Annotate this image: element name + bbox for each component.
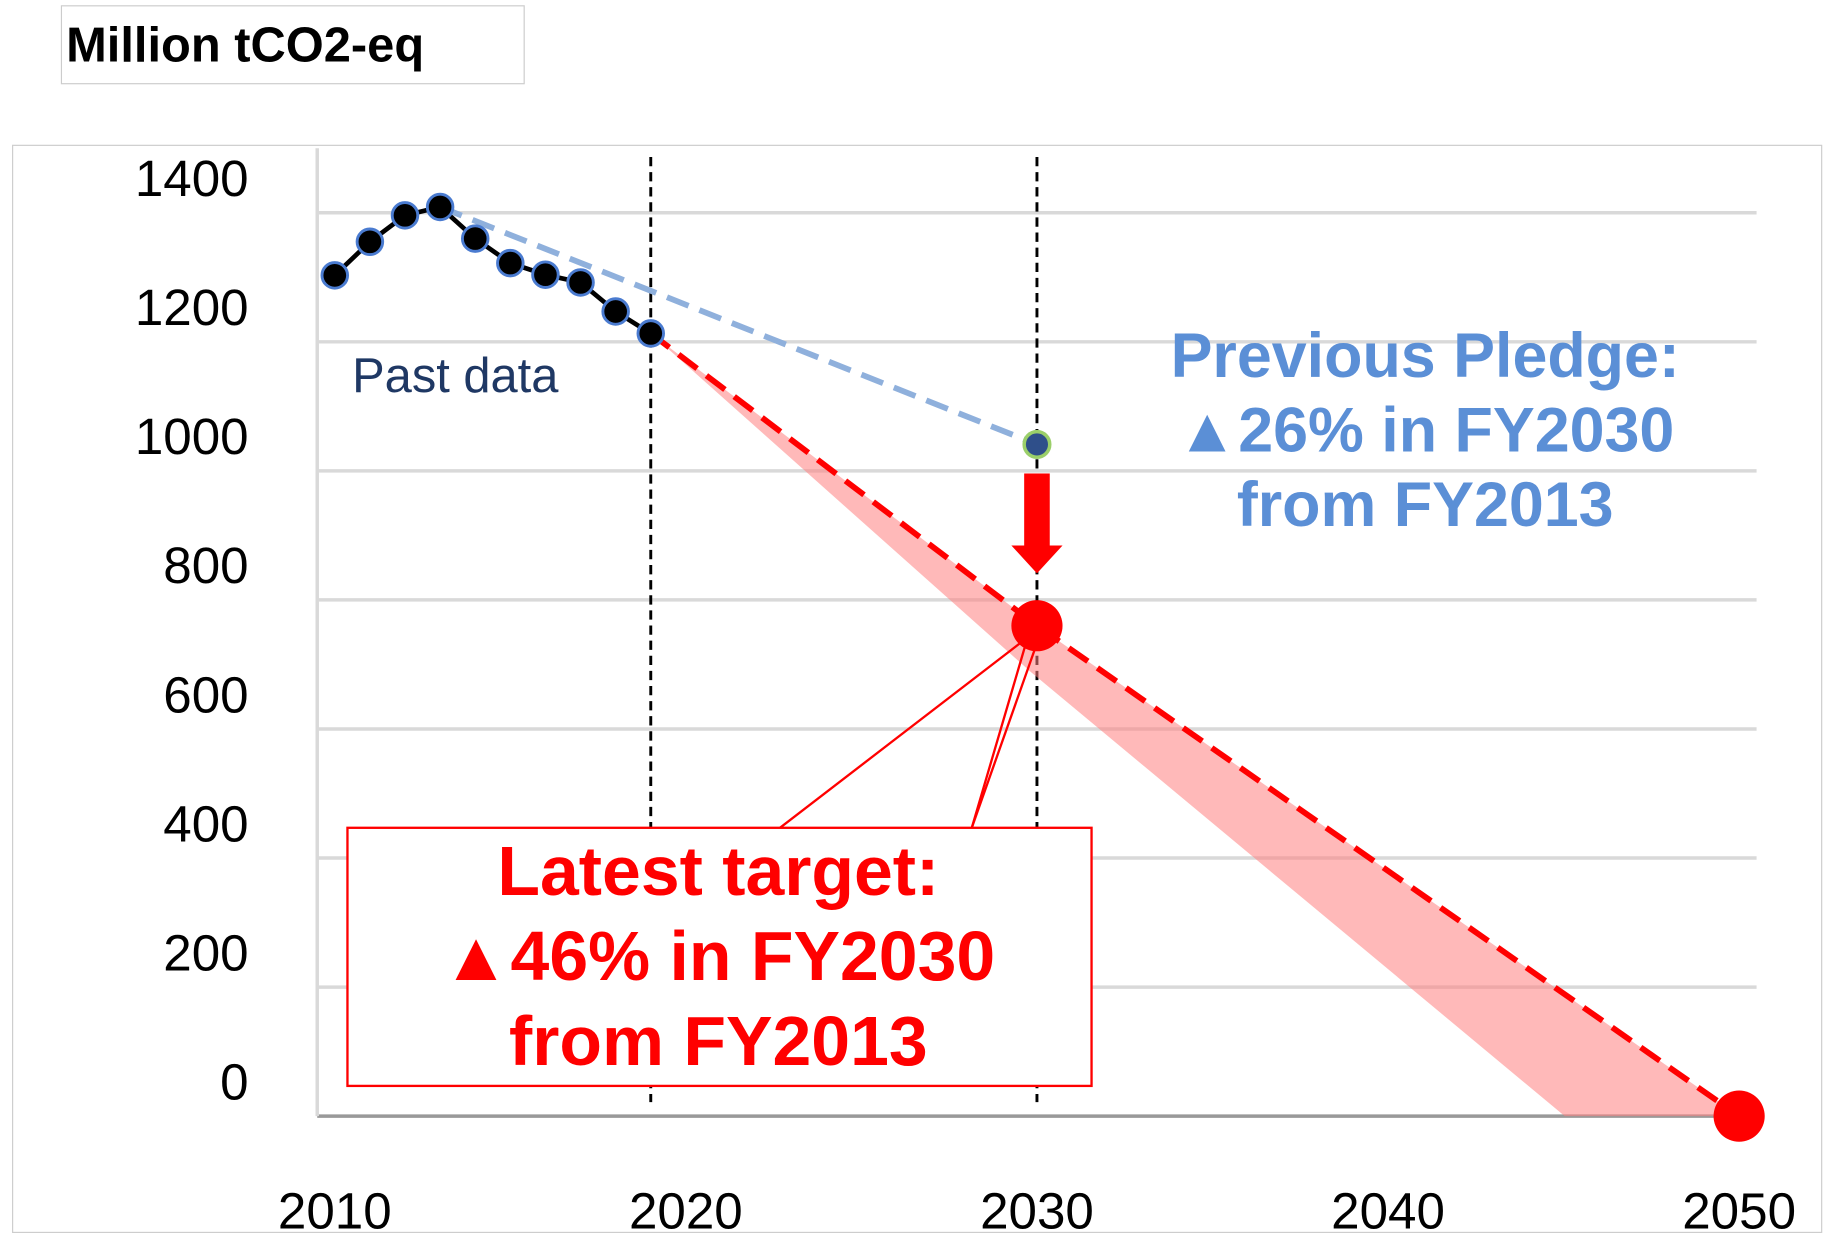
data-point (390, 201, 420, 230)
x-tick-label: 2020 (629, 1182, 743, 1239)
x-tick-label: 2050 (1682, 1182, 1796, 1239)
data-point (1713, 1090, 1765, 1142)
series-line (439, 204, 1039, 448)
callout-lines (779, 634, 1030, 829)
data-point (320, 261, 350, 290)
series-line (333, 204, 652, 336)
data-point (1022, 429, 1052, 459)
data-point (601, 297, 630, 326)
annotation-text: Latest target: (497, 832, 939, 910)
annotation-text: ▲26% in FY2030 (1176, 395, 1674, 465)
arrow-head (1011, 545, 1063, 574)
data-point (460, 224, 490, 253)
data-point (531, 260, 560, 289)
title-box (60, 5, 525, 85)
y-tick-label: 400 (163, 795, 248, 852)
data-point (355, 227, 385, 257)
data-point (636, 319, 666, 348)
series-line (649, 331, 1741, 1119)
y-tick-label: 200 (163, 924, 248, 981)
arrow-shaft (1024, 473, 1050, 548)
data-point (1011, 600, 1063, 652)
y-axis-unit: Million tCO2-eq (66, 19, 424, 73)
y-tick-label: 600 (163, 666, 248, 723)
y-tick-label: 1200 (135, 279, 249, 336)
data-point (496, 248, 525, 278)
x-tick-label: 2010 (278, 1182, 392, 1239)
annotation-box (346, 826, 1093, 1088)
plot-frame (12, 144, 1823, 1233)
y-tick-label: 0 (220, 1053, 248, 1110)
annotation-text: from FY2013 (509, 1002, 928, 1080)
data-point (566, 268, 595, 297)
y-tick-label: 1400 (135, 150, 249, 207)
annotation-text: from FY2013 (1237, 470, 1614, 540)
annotation-text: Previous Pledge: (1171, 321, 1680, 391)
data-point (425, 192, 455, 222)
callout-lines (970, 642, 1039, 829)
x-tick-label: 2040 (1331, 1182, 1445, 1239)
annotation-text: ▲46% in FY2030 (441, 917, 995, 995)
x-tick-label: 2030 (980, 1182, 1094, 1239)
series-label: Past data (352, 349, 559, 403)
y-tick-label: 800 (163, 537, 248, 594)
y-tick-label: 1000 (135, 408, 249, 465)
